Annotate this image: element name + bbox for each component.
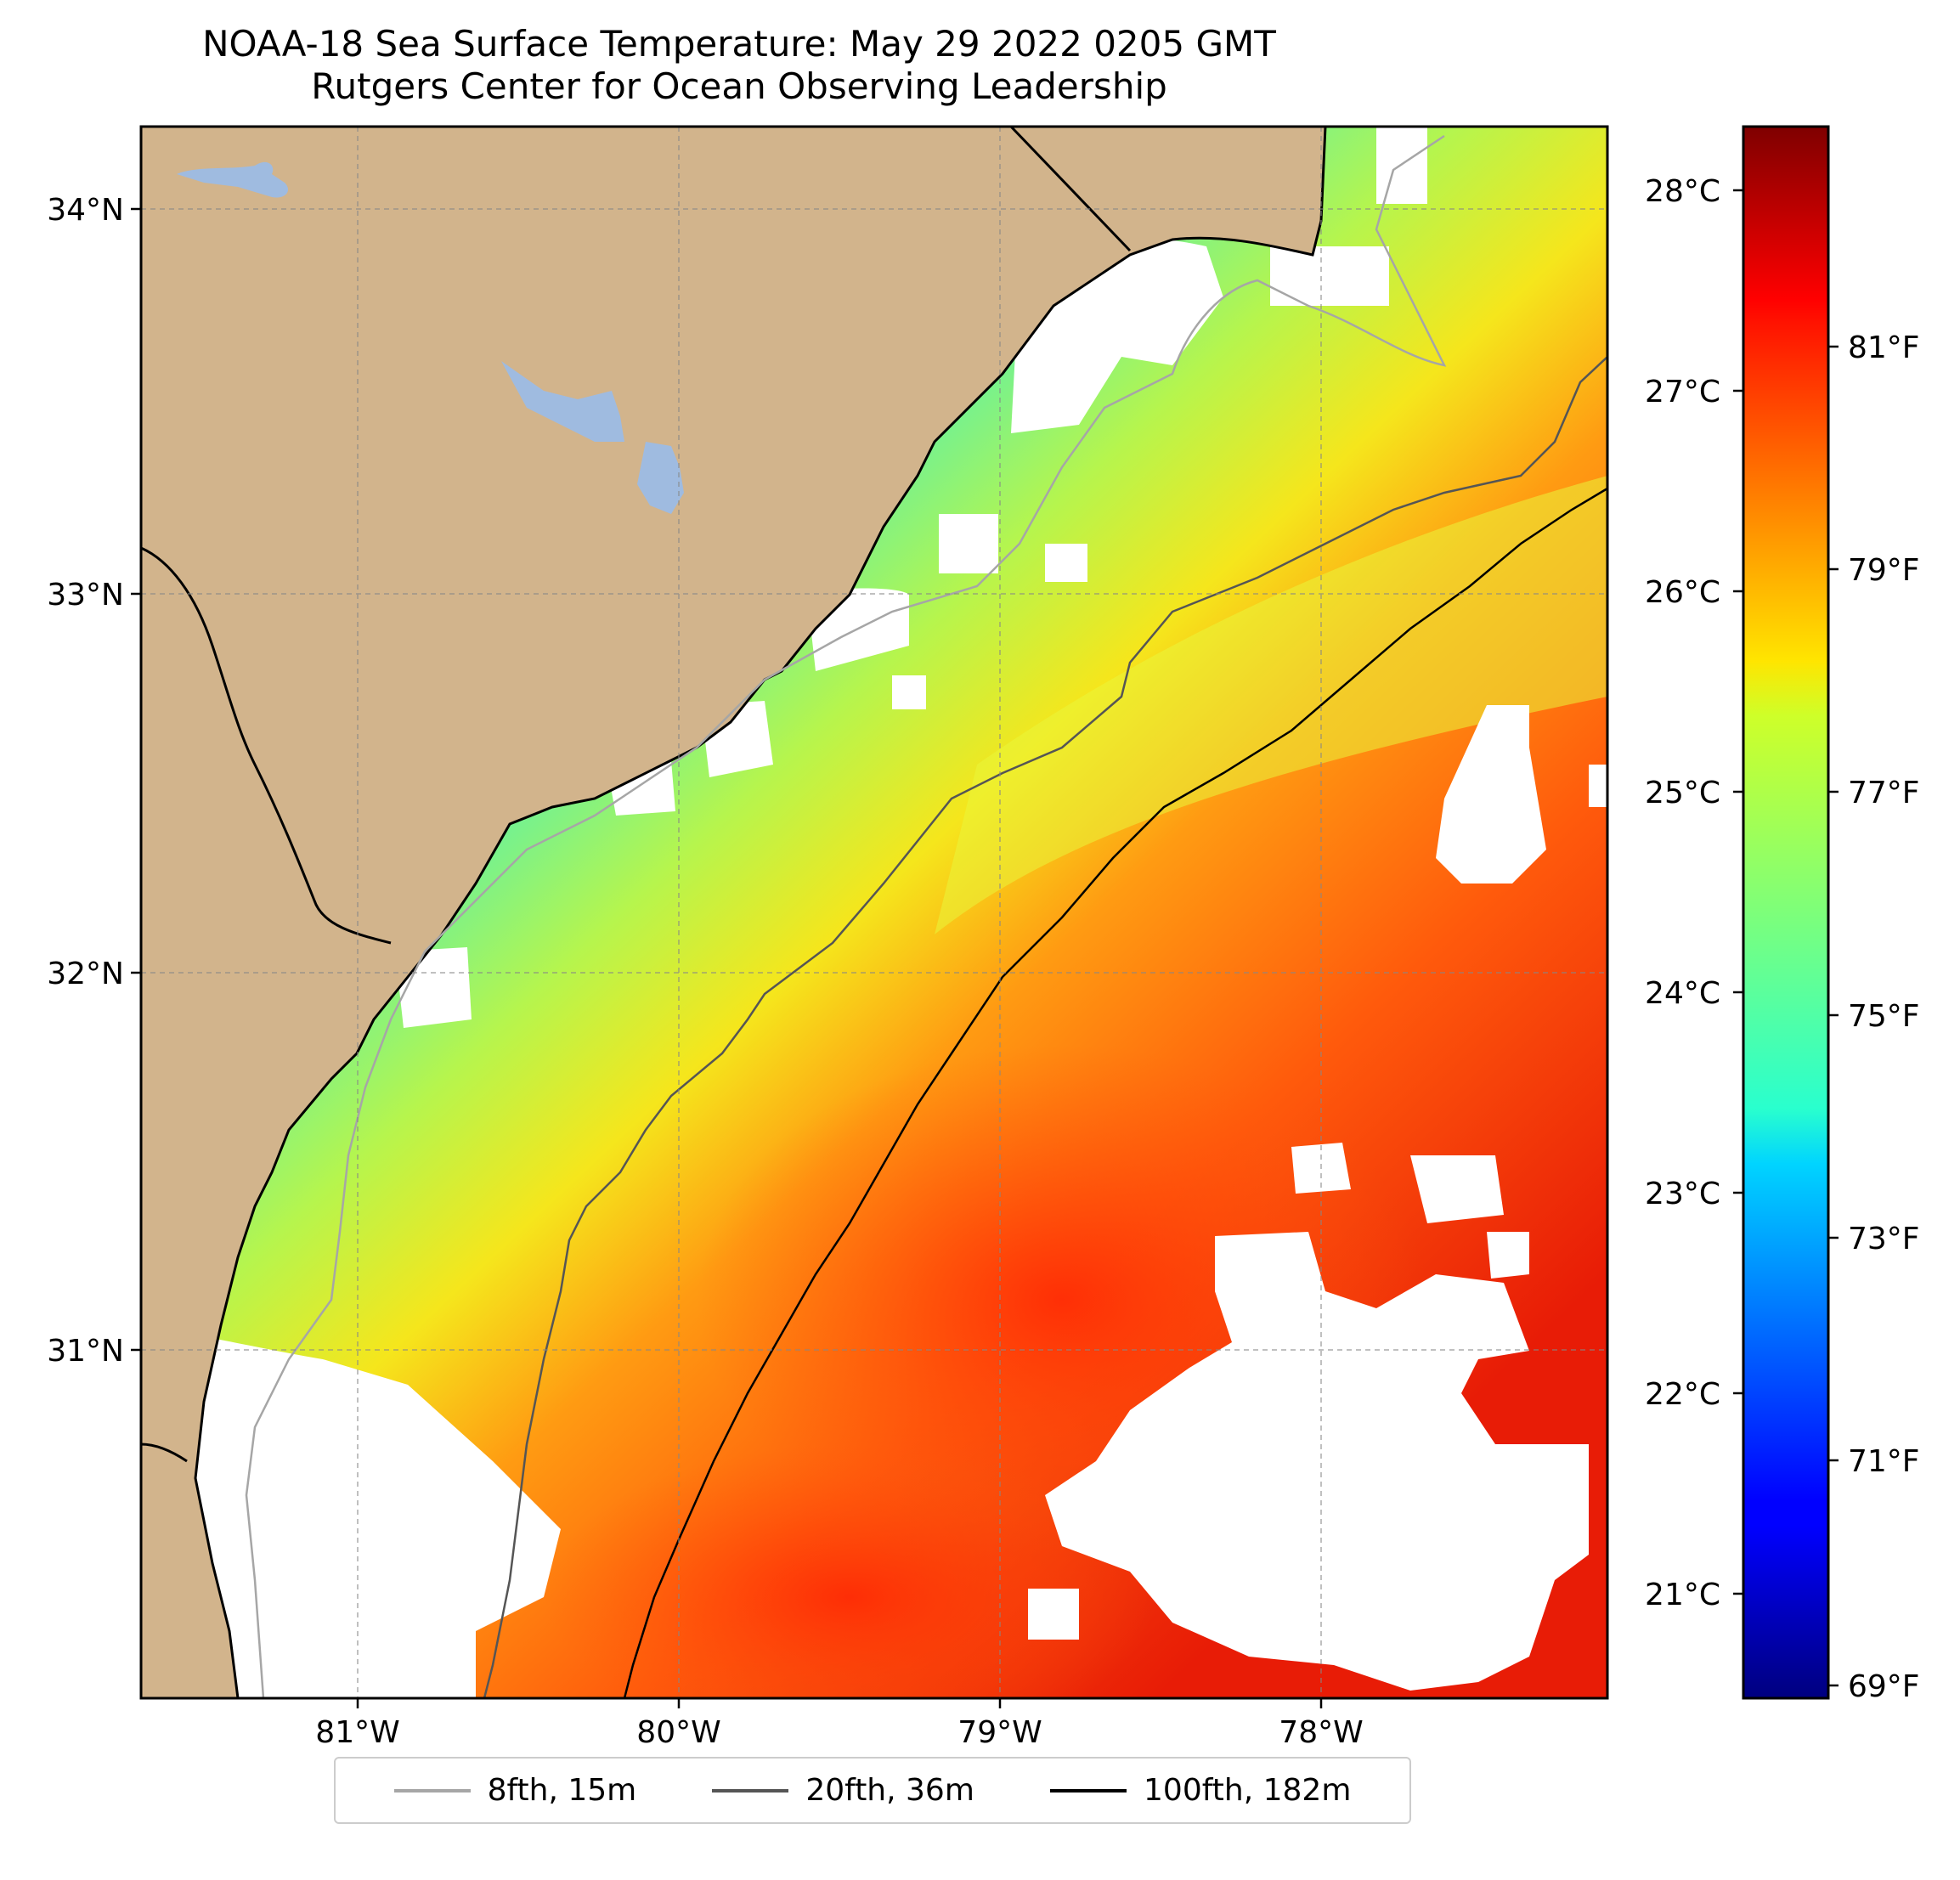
lon-label-81: 81°W: [315, 1715, 399, 1750]
colorbar-c-26: 26°C: [1645, 575, 1720, 610]
lakes: [177, 161, 684, 514]
legend-label-100fth: 100fth, 182m: [1144, 1773, 1352, 1808]
colorbar-celsius-ticks: [1733, 189, 1743, 1595]
colorbar-f-79: 79°F: [1848, 553, 1920, 588]
warm-core-south: [544, 1444, 1155, 1698]
legend-item-8fth: 8fth, 15m: [393, 1773, 637, 1808]
colorbar-c-22: 22°C: [1645, 1377, 1720, 1412]
colorbar-fahrenheit-ticks: [1828, 345, 1839, 1687]
lat-label-33: 33°N: [47, 578, 124, 613]
land-mass: [141, 127, 1327, 1698]
legend-swatch-100fth: [1050, 1788, 1127, 1792]
colorbar-f-75: 75°F: [1848, 999, 1920, 1034]
map-area: [141, 127, 1607, 1698]
graticule: [141, 127, 1607, 1698]
lat-label-32: 32°N: [47, 957, 124, 991]
legend-item-100fth: 100fth, 182m: [1050, 1773, 1351, 1808]
colorbar: [1742, 125, 1830, 1700]
isobath-20fth: [483, 356, 1607, 1698]
lon-label-80: 80°W: [636, 1715, 720, 1750]
colorbar-c-27: 27°C: [1645, 375, 1720, 409]
warm-filament: [935, 476, 1607, 934]
colorbar-f-71: 71°F: [1848, 1444, 1920, 1479]
colorbar-f-77: 77°F: [1848, 776, 1920, 810]
colorbar-f-69: 69°F: [1848, 1669, 1920, 1704]
isobath-legend: 8fth, 15m 20fth, 36m 100fth, 182m: [334, 1757, 1411, 1824]
state-border-2: [141, 546, 392, 945]
state-border-3: [141, 1442, 188, 1463]
colorbar-c-28: 28°C: [1645, 174, 1720, 209]
colorbar-c-24: 24°C: [1645, 976, 1720, 1011]
lon-label-78: 78°W: [1279, 1715, 1363, 1750]
colorbar-c-21: 21°C: [1645, 1578, 1720, 1612]
colorbar-f-73: 73°F: [1848, 1222, 1920, 1256]
colorbar-c-23: 23°C: [1645, 1177, 1720, 1211]
map-subtitle: Rutgers Center for Ocean Observing Leade…: [311, 65, 1167, 107]
colorbar-f-81: 81°F: [1848, 330, 1920, 365]
legend-swatch-8fth: [393, 1788, 471, 1792]
legend-label-8fth: 8fth, 15m: [487, 1773, 637, 1808]
isobath-8fth: [245, 134, 1447, 1698]
colorbar-c-25: 25°C: [1645, 776, 1720, 810]
map-title: NOAA-18 Sea Surface Temperature: May 29 …: [202, 23, 1276, 65]
state-border: [1009, 127, 1132, 252]
map-frame: [139, 125, 1609, 1700]
isobath-100fth: [623, 487, 1607, 1698]
legend-item-20fth: 20fth, 36m: [712, 1773, 974, 1808]
legend-swatch-20fth: [712, 1788, 789, 1792]
axis-ticks: [131, 207, 1323, 1708]
lat-label-31: 31°N: [47, 1334, 124, 1369]
legend-label-20fth: 20fth, 36m: [805, 1773, 974, 1808]
lat-label-34: 34°N: [47, 193, 124, 228]
lon-label-79: 79°W: [957, 1715, 1042, 1750]
